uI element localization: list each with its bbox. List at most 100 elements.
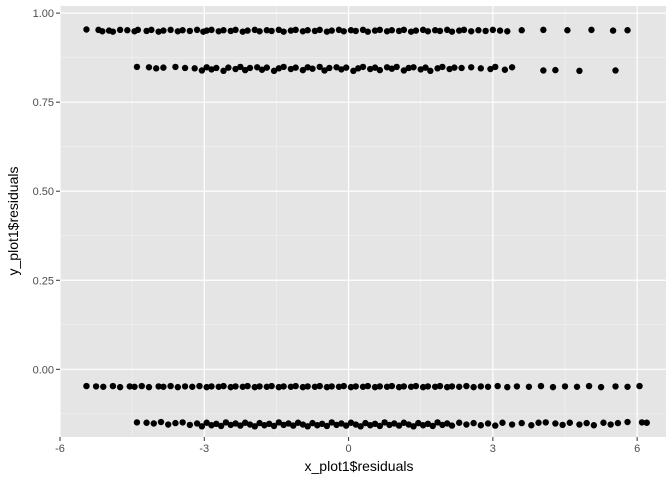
data-point xyxy=(290,422,297,429)
grid-major xyxy=(59,6,666,437)
data-point xyxy=(624,418,631,426)
y-tick-label: 0.75 xyxy=(33,97,54,109)
data-point xyxy=(253,64,261,71)
data-point xyxy=(405,421,412,428)
data-point xyxy=(208,66,215,73)
data-point xyxy=(434,419,441,426)
data-point xyxy=(99,28,106,35)
y-tick-label: 0.50 xyxy=(33,186,54,198)
data-point xyxy=(275,65,283,72)
data-point xyxy=(395,383,403,391)
data-point xyxy=(422,64,429,71)
data-point xyxy=(316,382,323,390)
data-point xyxy=(335,26,343,34)
data-point xyxy=(407,28,415,35)
x-axis: -6 -3 0 3 6 xyxy=(55,437,640,455)
data-point xyxy=(407,383,415,390)
data-point xyxy=(357,423,364,430)
data-point xyxy=(225,64,232,71)
data-point xyxy=(484,383,492,390)
data-point xyxy=(412,27,420,34)
grid-minor xyxy=(60,6,666,437)
data-point xyxy=(427,67,434,75)
data-point xyxy=(501,66,509,73)
data-point xyxy=(203,27,210,34)
data-point xyxy=(597,383,605,391)
data-point xyxy=(513,383,521,390)
data-point xyxy=(220,67,227,75)
data-point xyxy=(636,382,643,390)
data-point xyxy=(203,419,210,426)
data-point xyxy=(133,419,141,426)
data-point xyxy=(155,28,162,35)
data-point xyxy=(376,422,384,430)
data-point xyxy=(304,27,311,34)
data-point xyxy=(552,66,559,74)
data-point xyxy=(263,383,271,390)
data-point xyxy=(410,423,417,430)
data-point xyxy=(143,27,150,35)
data-point xyxy=(227,27,234,35)
data-point xyxy=(388,382,396,390)
data-point xyxy=(576,67,583,75)
data-point xyxy=(326,64,333,72)
data-point xyxy=(347,27,355,34)
data-point xyxy=(124,27,131,34)
data-point xyxy=(333,421,340,429)
data-point xyxy=(311,27,319,35)
data-point xyxy=(600,419,607,426)
data-point xyxy=(436,382,444,390)
data-point xyxy=(311,383,319,390)
data-point xyxy=(395,27,403,35)
data-point xyxy=(92,383,100,390)
y-tick-label: 0.25 xyxy=(33,275,54,287)
data-point xyxy=(316,26,323,34)
x-axis-title: x_plot1$residuals xyxy=(305,458,414,474)
data-point xyxy=(463,421,470,428)
data-point xyxy=(280,421,287,429)
data-point xyxy=(371,64,379,71)
data-point xyxy=(405,64,412,72)
data-point xyxy=(504,383,511,391)
data-point xyxy=(614,419,622,427)
data-point xyxy=(518,27,525,34)
plot-panel xyxy=(60,6,666,437)
data-point xyxy=(275,383,283,391)
data-point xyxy=(494,382,501,390)
data-point xyxy=(388,65,396,72)
data-point xyxy=(287,27,295,34)
data-point xyxy=(287,383,295,390)
data-point xyxy=(268,27,275,35)
y-axis-title: y_plot1$residuals xyxy=(5,167,21,276)
data-point xyxy=(460,26,468,34)
data-point xyxy=(83,26,90,33)
data-point xyxy=(193,26,201,34)
data-point xyxy=(109,382,117,390)
data-point xyxy=(612,383,619,390)
data-point xyxy=(419,422,427,429)
data-point xyxy=(100,383,107,390)
data-point xyxy=(528,422,535,429)
x-tick-label: 0 xyxy=(346,443,352,455)
data-point xyxy=(542,419,549,426)
data-point xyxy=(446,65,453,73)
data-point xyxy=(196,382,203,390)
data-point xyxy=(232,420,239,427)
data-point xyxy=(371,420,379,428)
data-point xyxy=(294,419,302,426)
data-point xyxy=(436,27,444,35)
data-point xyxy=(439,63,446,71)
data-point xyxy=(256,419,263,427)
data-point xyxy=(443,420,451,427)
data-point xyxy=(525,383,533,390)
data-point xyxy=(299,383,307,391)
data-point xyxy=(477,383,485,390)
data-point xyxy=(261,422,268,429)
data-point xyxy=(609,27,617,34)
data-point xyxy=(400,26,408,34)
data-point xyxy=(364,28,372,35)
data-point xyxy=(266,420,273,428)
data-point xyxy=(386,421,393,429)
data-point xyxy=(220,382,227,390)
